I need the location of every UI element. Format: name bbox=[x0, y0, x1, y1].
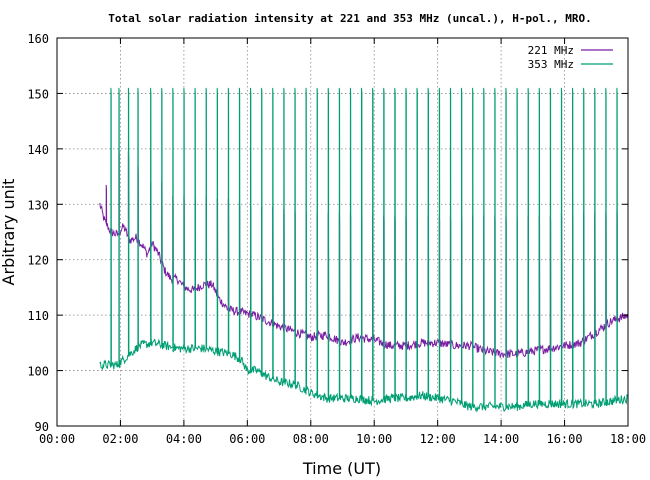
y-tick-label: 140 bbox=[27, 143, 49, 157]
x-tick-label: 14:00 bbox=[483, 432, 519, 446]
y-tick-label: 110 bbox=[27, 309, 49, 323]
axis-ticks: 00:00 02:00 04:00 06:00 08:00 10:00 12:00 14:00… bbox=[27, 32, 646, 446]
y-tick-label: 150 bbox=[27, 87, 49, 101]
x-tick-label: 10:00 bbox=[356, 432, 392, 446]
x-tick-label: 02:00 bbox=[102, 432, 138, 446]
x-tick-label: 04:00 bbox=[166, 432, 202, 446]
x-tick-label: 08:00 bbox=[293, 432, 329, 446]
y-axis-label: Arbitrary unit bbox=[0, 179, 18, 286]
y-tick-label: 130 bbox=[27, 198, 49, 212]
legend-label: 353 MHz bbox=[528, 58, 574, 71]
grid bbox=[57, 38, 628, 426]
y-tick-label: 100 bbox=[27, 365, 49, 379]
y-tick-label: 90 bbox=[35, 420, 49, 434]
x-tick-label: 16:00 bbox=[546, 432, 582, 446]
y-tick-label: 160 bbox=[27, 32, 49, 46]
y-tick-label: 120 bbox=[27, 254, 49, 268]
x-axis-label: Time (UT) bbox=[302, 459, 381, 478]
chart-title: Total solar radiation intensity at 221 a… bbox=[108, 12, 591, 25]
x-tick-label: 12:00 bbox=[420, 432, 456, 446]
plot-series bbox=[99, 87, 629, 413]
x-tick-label: 18:00 bbox=[610, 432, 646, 446]
series-line-0 bbox=[99, 148, 629, 358]
plot-frame bbox=[56, 37, 629, 427]
series-line-1 bbox=[99, 87, 628, 413]
x-tick-label: 06:00 bbox=[229, 432, 265, 446]
legend-label: 221 MHz bbox=[528, 44, 574, 57]
x-tick-label: 00:00 bbox=[39, 432, 75, 446]
